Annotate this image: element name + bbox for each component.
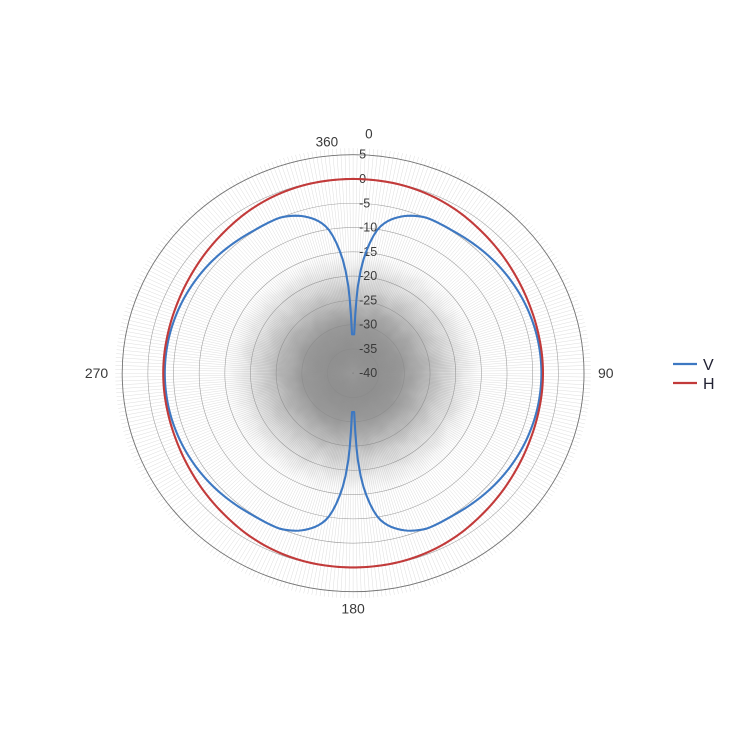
- svg-text:-25: -25: [359, 293, 377, 307]
- svg-text:-35: -35: [359, 342, 377, 356]
- svg-text:-5: -5: [359, 196, 370, 210]
- svg-text:-30: -30: [359, 318, 377, 332]
- svg-text:H: H: [703, 376, 715, 393]
- svg-text:360: 360: [316, 135, 339, 150]
- svg-text:270: 270: [85, 365, 109, 381]
- svg-text:-40: -40: [359, 366, 377, 380]
- svg-text:-20: -20: [359, 269, 377, 283]
- svg-text:90: 90: [598, 365, 614, 381]
- svg-text:0: 0: [365, 127, 373, 142]
- svg-text:180: 180: [341, 601, 365, 617]
- svg-text:V: V: [703, 357, 714, 374]
- svg-text:5: 5: [359, 148, 366, 162]
